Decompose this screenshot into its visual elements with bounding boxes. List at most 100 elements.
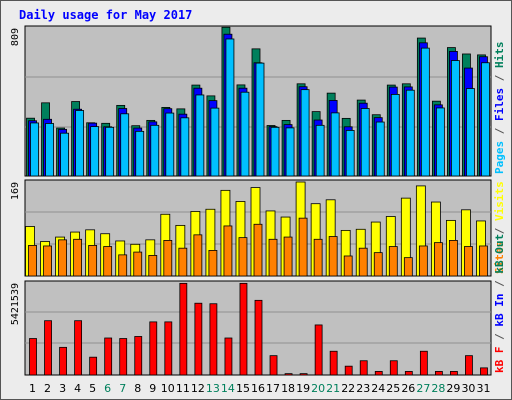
bar-kb-f: [419, 350, 428, 376]
legend-entry: kB F: [493, 347, 506, 374]
bar-pages: [466, 88, 475, 177]
bar-sites: [118, 254, 128, 277]
bar-pages: [120, 113, 130, 177]
bar-sites: [43, 245, 52, 277]
bar-sites: [223, 225, 233, 277]
legend-entry: /: [493, 68, 506, 88]
bar-pages: [315, 124, 325, 177]
bar-pages: [345, 130, 355, 177]
legend-entry: Sites: [493, 241, 506, 274]
x-tick-label: 5: [89, 382, 96, 395]
x-tick-label: 22: [341, 382, 355, 395]
bar-pages: [225, 38, 235, 177]
bar-kb-f: [269, 355, 278, 376]
x-tick-label: 16: [251, 382, 265, 395]
x-tick-label: 13: [206, 382, 220, 395]
bar-pages: [435, 107, 445, 177]
bar-pages: [150, 124, 160, 177]
bar-kb-f: [480, 367, 488, 376]
x-tick-label: 25: [386, 382, 400, 395]
bar-kb-f: [89, 356, 98, 376]
x-tick-label: 27: [416, 382, 430, 395]
bar-pages: [75, 110, 85, 177]
bar-sites: [298, 217, 308, 277]
bar-sites: [208, 250, 218, 277]
bar-kb-f: [465, 355, 473, 376]
bar-sites: [388, 246, 398, 277]
bar-sites: [464, 246, 473, 277]
bar-sites: [418, 245, 428, 277]
bar-pages: [420, 47, 430, 177]
x-tick-label: 14: [221, 382, 235, 395]
bar-pages: [390, 94, 400, 177]
bar-sites: [268, 238, 278, 277]
bar-sites: [28, 245, 37, 277]
bar-kb-f: [134, 336, 143, 376]
x-tick-label: 30: [461, 382, 475, 395]
bar-kb-f: [254, 299, 263, 376]
bar-kb-f: [149, 321, 158, 376]
panel-top: 809 Pages / Files / Hits: [10, 25, 506, 177]
bar-sites: [148, 255, 158, 277]
legend-bottom: kB F / kB In / kB Out: [493, 234, 506, 373]
bar-kb-f: [314, 324, 323, 376]
bar-pages: [180, 117, 190, 177]
bar-kb-f: [389, 360, 398, 376]
x-tick-label: 1: [29, 382, 36, 395]
x-tick-label: 31: [476, 382, 490, 395]
bar-kb-f: [344, 365, 353, 376]
bar-kb-f: [74, 320, 83, 376]
bar-sites: [253, 223, 263, 277]
bar-kb-f: [329, 350, 338, 376]
y-max-label: 809: [10, 28, 21, 46]
bar-pages: [300, 89, 310, 177]
bar-sites: [358, 247, 368, 277]
bar-pages: [360, 108, 370, 177]
bar-kb-f: [179, 282, 188, 376]
x-tick-label: 26: [401, 382, 415, 395]
x-tick-label: 2: [44, 382, 51, 395]
bar-sites: [449, 240, 458, 277]
x-tick-label: 6: [104, 382, 111, 395]
legend-entry: Files: [493, 88, 506, 121]
x-tick-label: 10: [161, 382, 175, 395]
panel-bottom: 5421539 kB F / kB In / kB Out: [10, 234, 506, 376]
bar-kb-f: [164, 321, 173, 376]
bar-pages: [255, 62, 265, 177]
bar-pages: [330, 112, 340, 177]
legend-entry: Visits: [493, 181, 506, 221]
x-tick-label: 21: [326, 382, 340, 395]
bar-sites: [193, 234, 203, 277]
bar-pages: [375, 121, 385, 177]
bar-kb-f: [450, 371, 458, 376]
bar-sites: [403, 257, 413, 277]
bar-pages: [451, 60, 460, 177]
bar-pages: [270, 126, 280, 177]
y-max-label: 5421539: [10, 283, 21, 325]
legend-middle: Sites / Visits: [493, 181, 506, 274]
bar-kb-f: [239, 282, 248, 376]
bar-sites: [133, 251, 143, 277]
bar-pages: [210, 107, 220, 177]
bar-sites: [238, 237, 248, 277]
bar-kb-f: [374, 371, 383, 376]
bar-sites: [373, 252, 383, 277]
x-tick-label: 23: [356, 382, 370, 395]
bar-pages: [240, 91, 250, 177]
legend-entry: /: [493, 121, 506, 141]
bar-sites: [88, 245, 98, 277]
legend-entry: kB In: [493, 294, 506, 327]
bar-pages: [405, 89, 415, 177]
bar-kb-f: [434, 371, 443, 376]
bar-sites: [433, 242, 443, 277]
x-axis-labels: 1 2 3 4 5 6 7 8 9 10 11 12 13 14 15 16 17 18 19 20 21 22 23 24 2…: [29, 382, 490, 395]
bar-sites: [479, 245, 488, 277]
bar-kb-f: [29, 338, 37, 376]
x-tick-label: 11: [176, 382, 190, 395]
bar-pages: [60, 132, 69, 177]
bar-kb-f: [44, 320, 52, 376]
x-tick-label: 17: [266, 382, 280, 395]
x-tick-label: 8: [134, 382, 141, 395]
legend-entry: /: [493, 221, 506, 241]
